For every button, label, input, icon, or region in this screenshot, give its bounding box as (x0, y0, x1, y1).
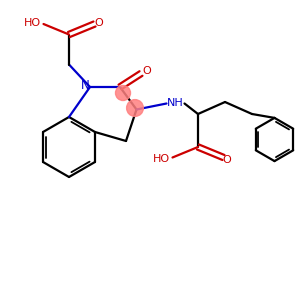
Text: O: O (142, 65, 151, 76)
Text: O: O (223, 155, 232, 165)
Text: HO: HO (23, 17, 41, 28)
Text: NH: NH (167, 98, 184, 109)
Text: N: N (81, 79, 90, 92)
Circle shape (116, 85, 130, 100)
Text: HO: HO (152, 154, 170, 164)
Text: O: O (94, 17, 103, 28)
Circle shape (127, 100, 143, 116)
